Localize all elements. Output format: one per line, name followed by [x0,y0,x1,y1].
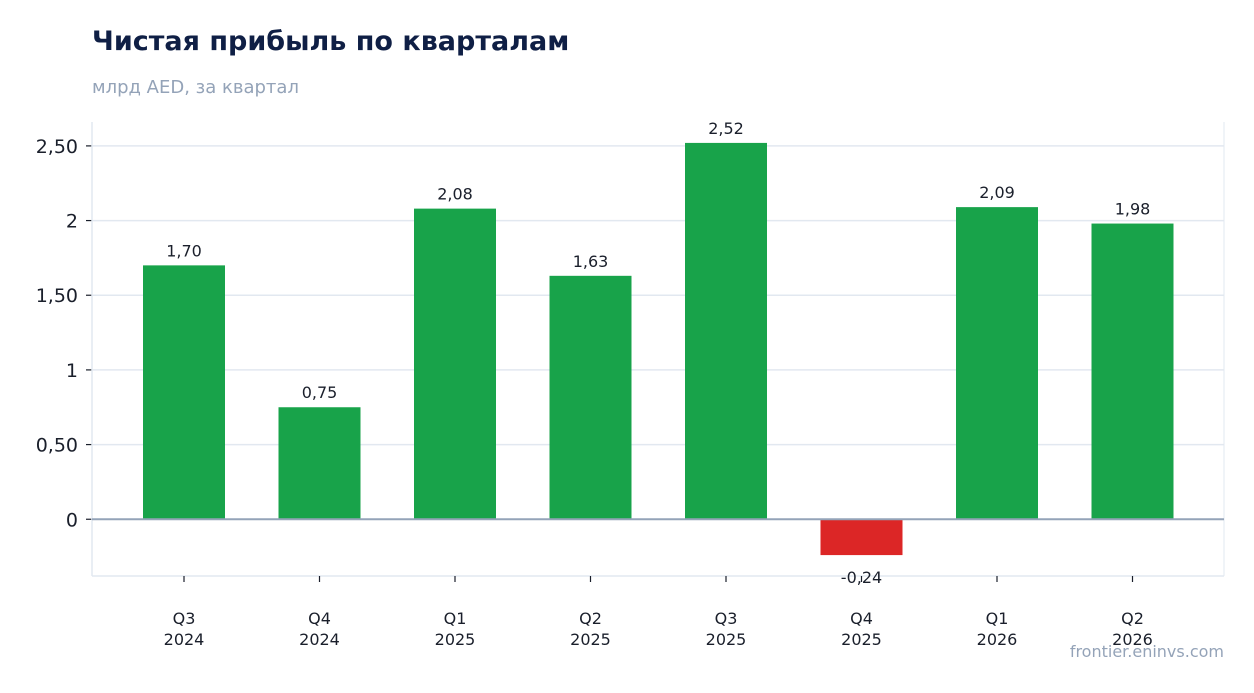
data-label: 1,70 [166,241,202,260]
bar[interactable] [143,265,225,520]
data-label: 1,63 [573,252,609,271]
data-label: 2,52 [708,119,744,138]
y-tick-label: 1,50 [36,285,78,307]
bar[interactable] [820,519,903,556]
bar[interactable] [685,142,767,520]
x-tick-label: 2025 [706,630,747,649]
x-tick-label: 2025 [570,630,611,649]
x-tick-label: Q3 [173,609,196,628]
x-tick-label: 2026 [1112,630,1153,649]
data-label: 1,98 [1115,200,1151,219]
chart-subtitle: млрд AED, за квартал [92,77,299,98]
y-tick-label: 2,50 [36,136,78,158]
data-label: 2,09 [979,183,1015,202]
source-watermark: frontier.eninvs.com [1069,642,1224,661]
x-tick-label: 2024 [164,630,205,649]
y-tick-label: 1 [66,360,78,382]
x-tick-label: Q4 [850,609,873,628]
x-tick-label: Q2 [1121,609,1144,628]
bar[interactable] [956,207,1038,520]
data-label: 2,08 [437,185,473,204]
y-tick-label: 2 [66,211,78,233]
bar[interactable] [1091,223,1174,520]
bar[interactable] [414,208,496,520]
x-tick-label: 2024 [299,630,340,649]
x-tick-label: Q4 [308,609,331,628]
bar[interactable] [278,407,361,520]
y-tick-label: 0,50 [36,435,78,457]
chart-title: Чистая прибыль по кварталам [92,26,570,57]
x-tick-label: 2026 [977,630,1018,649]
x-tick-label: Q1 [986,609,1009,628]
bar[interactable] [549,275,632,520]
data-label: 0,75 [302,383,338,402]
x-tick-label: 2025 [841,630,882,649]
x-tick-label: Q1 [444,609,467,628]
x-tick-label: Q3 [715,609,738,628]
y-tick-label: 0 [66,509,78,531]
x-tick-label: 2025 [435,630,476,649]
x-tick-label: Q2 [579,609,602,628]
